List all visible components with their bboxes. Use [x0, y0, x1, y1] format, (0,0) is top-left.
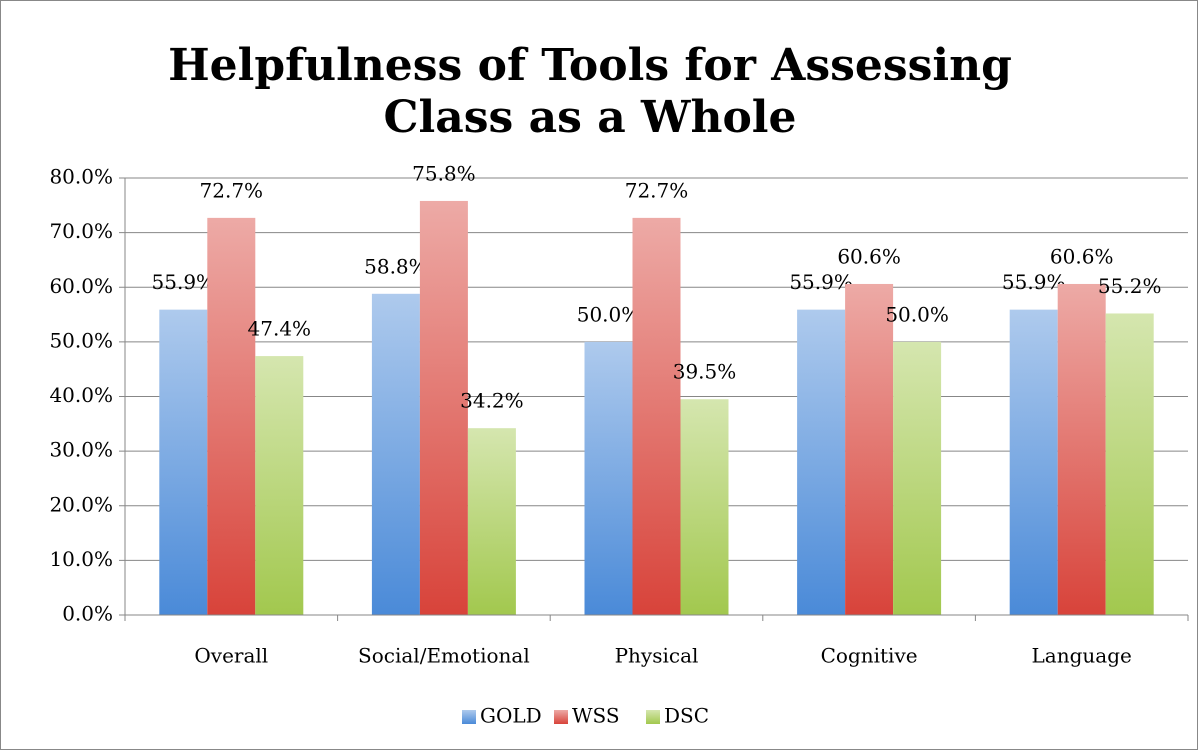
bar [207, 217, 256, 615]
legend-swatch [646, 710, 660, 724]
data-label: 55.9% [152, 270, 216, 294]
y-tick-label: 70.0% [49, 219, 113, 243]
y-tick-label: 10.0% [49, 547, 113, 571]
data-label: 39.5% [673, 360, 737, 384]
y-tick-label: 60.0% [49, 274, 113, 298]
bar [159, 309, 208, 615]
data-label: 50.0% [577, 302, 641, 326]
bar [255, 356, 304, 615]
x-tick-label: Social/Emotional [358, 644, 530, 668]
legend-label: WSS [572, 704, 620, 728]
chart-title: Helpfulness of Tools for Assessing Class… [168, 40, 1012, 143]
x-tick-label: Cognitive [821, 644, 918, 668]
legend-swatch [462, 710, 476, 724]
bar [584, 341, 633, 615]
x-tick-label: Language [1032, 644, 1132, 668]
legend-label: DSC [664, 704, 709, 728]
data-label: 55.2% [1098, 274, 1162, 298]
y-tick-label: 40.0% [49, 383, 113, 407]
data-label: 55.9% [789, 270, 853, 294]
data-label: 55.9% [1002, 270, 1066, 294]
bar [1105, 313, 1154, 615]
bar [467, 428, 516, 615]
bar [680, 399, 729, 615]
bar [1057, 283, 1106, 615]
data-label: 47.4% [248, 317, 312, 341]
bar [1009, 309, 1058, 615]
bar [845, 283, 894, 615]
data-label: 72.7% [625, 178, 689, 202]
data-label: 60.6% [837, 244, 901, 268]
data-label: 60.6% [1050, 244, 1114, 268]
y-tick-label: 80.0% [49, 165, 113, 189]
data-label: 50.0% [885, 302, 949, 326]
x-tick-label: Physical [615, 644, 699, 668]
y-tick-label: 30.0% [49, 438, 113, 462]
data-label: 72.7% [200, 178, 264, 202]
bar [632, 217, 681, 615]
data-label: 75.8% [412, 161, 476, 185]
y-tick-label: 20.0% [49, 492, 113, 516]
bar [893, 341, 942, 615]
bar [419, 200, 468, 615]
x-tick-label: Overall [194, 644, 268, 668]
bar [371, 293, 420, 615]
legend-swatch [554, 710, 568, 724]
legend-label: GOLD [480, 704, 542, 728]
y-tick-label: 50.0% [49, 328, 113, 352]
data-label: 58.8% [364, 254, 428, 278]
data-label: 34.2% [460, 389, 524, 413]
y-tick-label: 0.0% [62, 602, 113, 626]
bar [797, 309, 846, 615]
